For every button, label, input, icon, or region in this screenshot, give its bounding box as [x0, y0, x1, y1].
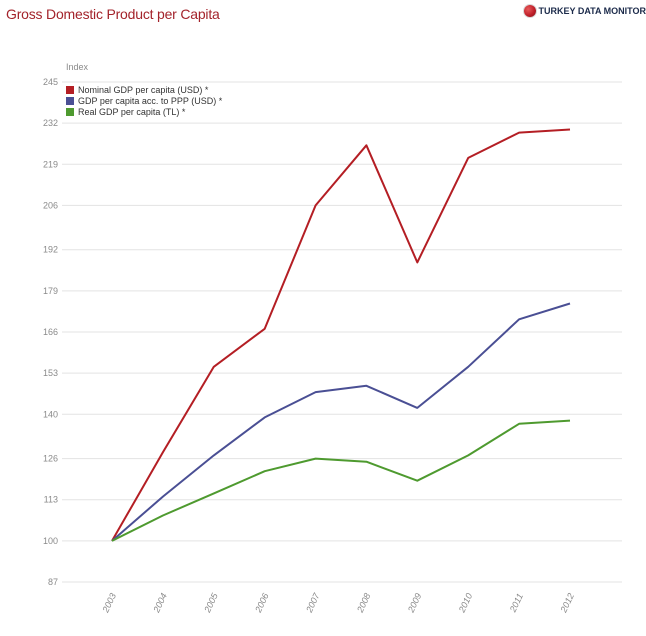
x-tick-label: 2009: [405, 592, 423, 615]
y-tick-label: 219: [43, 159, 58, 169]
series-line-3: [111, 419, 571, 542]
x-tick-label: 2004: [151, 592, 169, 615]
y-tick-label: 232: [43, 118, 58, 128]
x-tick-label: 2010: [456, 592, 474, 615]
y-tick-label: 126: [43, 454, 58, 464]
y-tick-label: 179: [43, 286, 58, 296]
y-axis-ticks: 87 100 113 126 140 153 166 179 192 206 219 232 245: [43, 77, 58, 587]
brand-name: TURKEY DATA MONITOR: [538, 6, 646, 16]
legend-label: Nominal GDP per capita (USD) *: [78, 85, 209, 95]
legend-swatch: [66, 86, 74, 94]
series-line-2: [111, 302, 571, 542]
y-tick-label: 113: [44, 495, 58, 505]
y-tick-label: 166: [43, 327, 58, 337]
x-tick-label: 2008: [355, 592, 373, 615]
legend: Nominal GDP per capita (USD) *GDP per ca…: [66, 85, 223, 117]
series-line-1: [111, 128, 571, 542]
globe-icon: [523, 5, 536, 17]
y-axis-title: Index: [66, 62, 89, 72]
y-tick-label: 100: [43, 536, 58, 546]
y-tick-label: 87: [48, 577, 58, 587]
x-tick-label: 2007: [304, 591, 322, 615]
y-tick-label: 153: [43, 368, 58, 378]
x-tick-label: 2011: [507, 592, 525, 615]
y-tick-label: 245: [43, 77, 58, 87]
legend-swatch: [66, 108, 74, 116]
y-tick-label: 206: [43, 200, 58, 210]
legend-label: GDP per capita acc. to PPP (USD) *: [78, 96, 223, 106]
legend-label: Real GDP per capita (TL) *: [78, 107, 186, 117]
x-tick-label: 2012: [558, 592, 576, 615]
x-tick-label: 2006: [253, 592, 271, 615]
gridlines: [62, 81, 622, 583]
series-lines: [111, 128, 571, 542]
y-tick-label: 192: [43, 245, 58, 255]
x-axis-ticks: 2003 2004 2005 2006 2007 2008 2009 2010 2011 2012: [100, 591, 576, 615]
brand-logo: TURKEY DATA MONITOR: [523, 5, 646, 17]
x-tick-label: 2003: [100, 592, 118, 615]
y-tick-label: 140: [43, 409, 58, 419]
x-tick-label: 2005: [202, 591, 220, 615]
legend-swatch: [66, 97, 74, 105]
chart-title: Gross Domestic Product per Capita: [6, 6, 220, 22]
